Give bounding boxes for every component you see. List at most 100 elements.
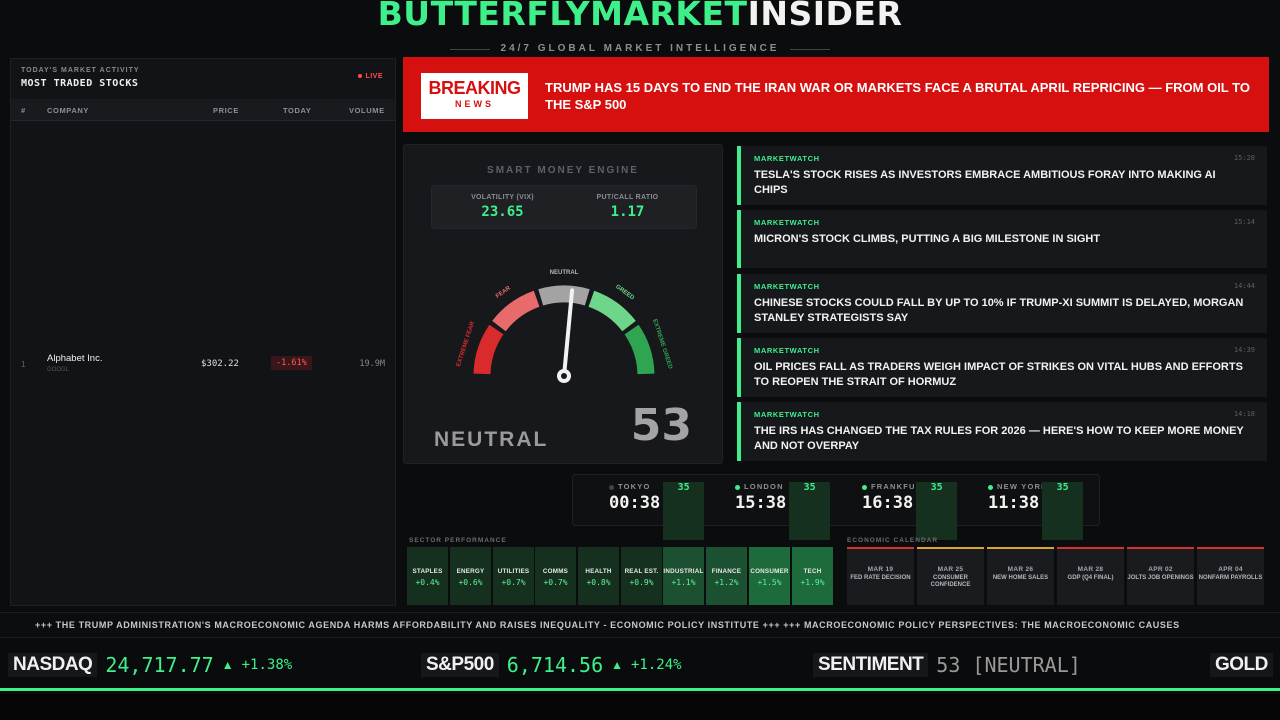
- col-today[interactable]: TODAY: [283, 106, 312, 115]
- news-source: MARKETWATCH: [754, 410, 820, 419]
- col-volume[interactable]: VOLUME: [349, 106, 385, 115]
- news-headline[interactable]: OIL PRICES FALL AS TRADERS WEIGH IMPACT …: [754, 361, 1243, 388]
- calendar-event[interactable]: MAR 25 CONSUMER CONFIDENCE: [917, 547, 984, 605]
- news-headline[interactable]: CHINESE STOCKS COULD FALL BY UP TO 10% I…: [754, 297, 1244, 324]
- news-headline[interactable]: MICRON'S STOCK CLIMBS, PUTTING A BIG MIL…: [754, 233, 1101, 245]
- sector-name: COMMS: [542, 568, 569, 575]
- news-source: MARKETWATCH: [754, 218, 820, 227]
- news-item[interactable]: MARKETWATCH 14:18 THE IRS HAS CHANGED TH…: [737, 402, 1267, 461]
- table-row[interactable]: 1 Alphabet Inc. GOOGL $302.22 -1.61% 19.…: [11, 349, 395, 379]
- clock-new-york: NEW YORK 11:38 35: [988, 482, 1108, 540]
- clock-city: TOKYO: [618, 482, 651, 491]
- breaking-badge: BREAKING NEWS: [421, 73, 528, 119]
- clock-seconds: 35: [663, 482, 705, 540]
- news-headline[interactable]: TESLA'S STOCK RISES AS INVESTORS EMBRACE…: [754, 169, 1216, 196]
- quote-sp500[interactable]: S&P500 6,714.56 ▲ +1.24%: [421, 653, 682, 679]
- news-item[interactable]: MARKETWATCH 14:39 OIL PRICES FALL AS TRA…: [737, 338, 1267, 397]
- market-status-dot-icon: [988, 484, 993, 490]
- news-time: 14:39: [1233, 346, 1255, 354]
- breaking-badge-top: BREAKING: [428, 78, 521, 98]
- event-date: MAR 28: [1077, 566, 1104, 573]
- sector-value: +0.7%: [543, 578, 568, 587]
- sector-tile[interactable]: CONSUMER +1.5%: [749, 547, 790, 605]
- gauge-zone-label: NEUTRAL: [550, 270, 579, 276]
- news-item[interactable]: MARKETWATCH 15:28 TESLA'S STOCK RISES AS…: [737, 146, 1267, 205]
- gauge-zone-arc: [492, 290, 540, 332]
- market-status-dot-icon: [735, 484, 740, 490]
- sector-performance-label: SECTOR PERFORMANCE: [409, 537, 507, 544]
- sector-tile[interactable]: FINANCE +1.2%: [706, 547, 747, 605]
- event-date: APR 04: [1218, 566, 1243, 573]
- gauge-needle: [562, 288, 575, 378]
- news-source: MARKETWATCH: [754, 154, 820, 163]
- gauge-zone-label: FEAR: [495, 285, 512, 300]
- quote-name: NASDAQ: [8, 653, 98, 677]
- sector-tile[interactable]: HEALTH +0.8%: [578, 547, 619, 605]
- event-date: MAR 25: [937, 566, 964, 573]
- quote-sentiment[interactable]: SENTIMENT 53 [NEUTRAL]: [813, 653, 1081, 679]
- sector-value: +0.4%: [415, 578, 440, 587]
- gauge-zone-arc: [473, 324, 504, 375]
- quote-bar: NASDAQ 24,717.77 ▲ +1.38% S&P500 6,714.56 ▲ +1…: [0, 641, 1280, 691]
- sentiment-score: 53: [630, 400, 692, 451]
- sector-tile[interactable]: STAPLES +0.4%: [407, 547, 448, 605]
- table-header: # COMPANY PRICE TODAY VOLUME: [11, 99, 395, 121]
- live-dot-icon: [358, 74, 363, 79]
- sector-name: HEALTH: [585, 568, 612, 575]
- news-item[interactable]: MARKETWATCH 15:14 MICRON'S STOCK CLIMBS,…: [737, 210, 1267, 268]
- gauge-zone-label: EXTREME FEAR: [456, 320, 476, 367]
- col-price[interactable]: PRICE: [213, 106, 239, 115]
- clock-seconds: 35: [1042, 482, 1084, 540]
- sector-tile[interactable]: ENERGY +0.6%: [450, 547, 491, 605]
- news-time: 15:28: [1233, 154, 1255, 162]
- sector-tile[interactable]: TECH +1.9%: [792, 547, 833, 605]
- sector-tile[interactable]: COMMS +0.7%: [535, 547, 576, 605]
- news-source: MARKETWATCH: [754, 346, 820, 355]
- live-label: LIVE: [365, 73, 383, 80]
- news-source: MARKETWATCH: [754, 282, 820, 291]
- brand-part-market: BUTTERFLYMARKET: [377, 0, 748, 33]
- breaking-headline[interactable]: TRUMP HAS 15 DAYS TO END THE IRAN WAR OR…: [545, 80, 1250, 112]
- sector-name: REAL EST.: [624, 568, 659, 575]
- clock-time: 16:38: [862, 493, 914, 513]
- gauge-zone-arc: [624, 324, 655, 375]
- sector-name: FINANCE: [711, 568, 742, 575]
- calendar-event[interactable]: APR 04 NONFARM PAYROLLS: [1197, 547, 1264, 605]
- quote-name: SENTIMENT: [813, 653, 929, 677]
- sector-name: STAPLES: [412, 568, 443, 575]
- sector-value: +1.2%: [714, 578, 739, 587]
- news-time: 14:44: [1233, 282, 1255, 290]
- breaking-badge-bottom: NEWS: [455, 99, 494, 109]
- news-ticker: +++ THE TRUMP ADMINISTRATION'S MACROECON…: [0, 612, 1280, 638]
- up-arrow-icon: ▲: [221, 658, 234, 672]
- sector-tile[interactable]: REAL EST. +0.9%: [621, 547, 662, 605]
- market-status-dot-icon: [609, 484, 614, 490]
- sector-tile[interactable]: UTILITIES +0.7%: [493, 547, 534, 605]
- clock-time: 15:38: [735, 493, 787, 513]
- col-index[interactable]: #: [21, 106, 26, 115]
- quote-gold[interactable]: GOLD: [1210, 653, 1273, 679]
- sector-name: TECH: [803, 568, 822, 575]
- clock-frankfurt: FRANKFURT 16:38 35: [862, 482, 982, 540]
- fear-greed-gauge: EXTREME FEAR FEAR NEUTRAL GREED EXTREME GREE…: [456, 270, 673, 383]
- quote-nasdaq[interactable]: NASDAQ 24,717.77 ▲ +1.38%: [8, 653, 292, 679]
- breaking-news-banner[interactable]: BREAKING NEWS TRUMP HAS 15 DAYS TO END T…: [403, 57, 1269, 132]
- world-clocks: TOKYO 00:38 35 LONDON 15:38 35 FRANKFURT 1…: [572, 474, 1100, 540]
- event-date: APR 02: [1148, 566, 1173, 573]
- col-company[interactable]: COMPANY: [47, 106, 89, 115]
- news-headline[interactable]: THE IRS HAS CHANGED THE TAX RULES FOR 20…: [754, 425, 1244, 452]
- sector-tile[interactable]: INDUSTRIAL +1.1%: [663, 547, 704, 605]
- sector-heatmap: STAPLES +0.4% ENERGY +0.6% UTILITIES +0.7% …: [407, 547, 833, 605]
- calendar-event[interactable]: MAR 19 FED RATE DECISION: [847, 547, 914, 605]
- calendar-event[interactable]: APR 02 JOLTS JOB OPENINGS: [1127, 547, 1194, 605]
- sector-value: +0.6%: [458, 578, 483, 587]
- news-item[interactable]: MARKETWATCH 14:44 CHINESE STOCKS COULD F…: [737, 274, 1267, 333]
- calendar-event[interactable]: MAR 28 GDP (Q4 FINAL): [1057, 547, 1124, 605]
- event-name: NONFARM PAYROLLS: [1198, 575, 1263, 581]
- calendar-event[interactable]: MAR 26 NEW HOME SALES: [987, 547, 1054, 605]
- row-index: 1: [21, 360, 26, 369]
- clock-seconds: 35: [789, 482, 831, 540]
- clock-city: FRANKFURT: [871, 482, 929, 491]
- panel-title: MOST TRADED STOCKS: [21, 78, 139, 89]
